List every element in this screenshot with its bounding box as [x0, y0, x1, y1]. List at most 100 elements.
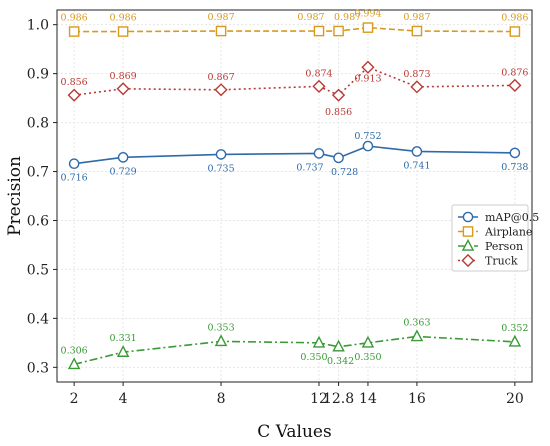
- data-label: 0.869: [110, 71, 137, 82]
- data-label: 0.735: [207, 163, 234, 174]
- data-point-marker: [313, 148, 325, 159]
- data-label: 0.874: [305, 68, 332, 79]
- y-tick-label: 0.3: [27, 360, 49, 376]
- data-label: 0.913: [354, 73, 381, 84]
- x-tick-label: 16: [408, 391, 426, 407]
- data-label: 0.342: [327, 356, 354, 367]
- data-label: 0.987: [334, 12, 361, 23]
- series-map-0-5: [68, 140, 521, 169]
- data-label: 0.867: [207, 72, 234, 83]
- legend-marker: [461, 253, 475, 268]
- data-label: 0.986: [110, 13, 137, 24]
- data-label: 0.987: [403, 12, 430, 23]
- series-area: [67, 22, 522, 370]
- series-airplane: [68, 22, 521, 37]
- series-line: [74, 26, 515, 33]
- y-tick-label: 0.5: [27, 262, 49, 278]
- data-label: 0.306: [61, 345, 88, 356]
- data-point-marker: [509, 147, 521, 159]
- data-point-marker: [332, 339, 345, 352]
- data-point-marker: [509, 26, 521, 37]
- y-tick-label: 0.8: [27, 116, 49, 132]
- data-point-marker: [410, 329, 424, 342]
- data-point-marker: [411, 25, 423, 37]
- x-tick-label: 8: [217, 391, 226, 407]
- data-label: 0.352: [501, 323, 528, 334]
- x-tick-label: 20: [506, 391, 524, 407]
- legend-label: Truck: [485, 255, 518, 268]
- data-point-marker: [117, 152, 129, 163]
- data-label: 0.738: [501, 162, 528, 173]
- legend-item: Person: [458, 238, 523, 253]
- data-label: 0.987: [207, 12, 234, 23]
- y-tick-label: 0.4: [27, 311, 49, 327]
- series-line: [74, 66, 515, 97]
- data-point-marker: [313, 25, 325, 37]
- data-point-marker: [410, 80, 424, 94]
- y-tick-label: 1.0: [27, 18, 49, 34]
- data-point-marker: [331, 88, 346, 102]
- data-label: 0.737: [296, 162, 323, 173]
- series-line: [74, 145, 515, 165]
- legend-box: [451, 204, 529, 272]
- data-label: 0.716: [61, 173, 88, 184]
- legend-marker: [462, 211, 474, 223]
- data-label: 0.856: [61, 77, 88, 88]
- data-point-marker: [214, 334, 228, 347]
- y-axis-title: Precision: [5, 156, 25, 236]
- data-label: 0.363: [403, 317, 430, 328]
- data-label: 0.986: [501, 13, 528, 24]
- data-point-marker: [116, 82, 130, 96]
- data-point-marker: [214, 83, 228, 97]
- data-point-marker: [215, 149, 227, 160]
- y-tick-label: 0.7: [27, 165, 49, 181]
- data-point-marker: [333, 152, 344, 164]
- data-point-marker: [362, 22, 374, 33]
- data-label: 0.350: [354, 352, 381, 363]
- data-point-marker: [68, 158, 80, 169]
- data-point-marker: [67, 88, 81, 102]
- data-label: 0.994: [354, 9, 381, 20]
- data-point-marker: [67, 357, 81, 370]
- x-tick-label: 14: [359, 391, 377, 407]
- data-point-marker: [312, 335, 326, 348]
- data-point-marker: [333, 25, 344, 37]
- x-tick-label: 12: [310, 391, 328, 407]
- data-label: 0.353: [207, 322, 234, 333]
- legend-marker: [461, 238, 475, 251]
- data-label: 0.987: [297, 12, 324, 23]
- data-point-marker: [68, 26, 80, 37]
- x-axis-title: C Values: [257, 422, 331, 442]
- data-label: 0.729: [110, 166, 137, 177]
- legend-item: Airplane: [458, 226, 532, 239]
- data-label: 0.856: [325, 107, 352, 118]
- legend-item: Truck: [458, 253, 518, 268]
- x-tick-label: 4: [119, 391, 128, 407]
- data-point-marker: [411, 146, 423, 157]
- data-point-marker: [361, 60, 375, 74]
- x-tick-label: 2: [70, 391, 79, 407]
- data-point-marker: [361, 335, 375, 348]
- series-line: [73, 335, 515, 366]
- legend-marker: [462, 226, 474, 237]
- grid: [57, 10, 532, 382]
- data-label: 0.331: [110, 333, 137, 344]
- plot-frame: [56, 9, 533, 383]
- data-label: 0.728: [331, 167, 358, 178]
- legend-label: Person: [485, 240, 523, 253]
- data-label: 0.986: [61, 13, 88, 24]
- data-point-marker: [312, 79, 326, 93]
- data-label: 0.873: [403, 69, 430, 80]
- data-labels: 0.716 0.729 0.735 0.737 0.728 0.752 0.741 0.738…: [61, 9, 529, 367]
- data-label: 0.876: [501, 67, 528, 78]
- y-tick-label: 0.6: [27, 213, 49, 229]
- x-tick-label: 12.8: [323, 391, 354, 407]
- data-point-marker: [508, 334, 522, 347]
- legend-label: mAP@0.5: [485, 211, 539, 224]
- data-point-marker: [508, 78, 522, 92]
- data-label: 0.350: [300, 352, 327, 363]
- data-point-marker: [116, 345, 130, 357]
- data-label: 0.741: [403, 160, 430, 171]
